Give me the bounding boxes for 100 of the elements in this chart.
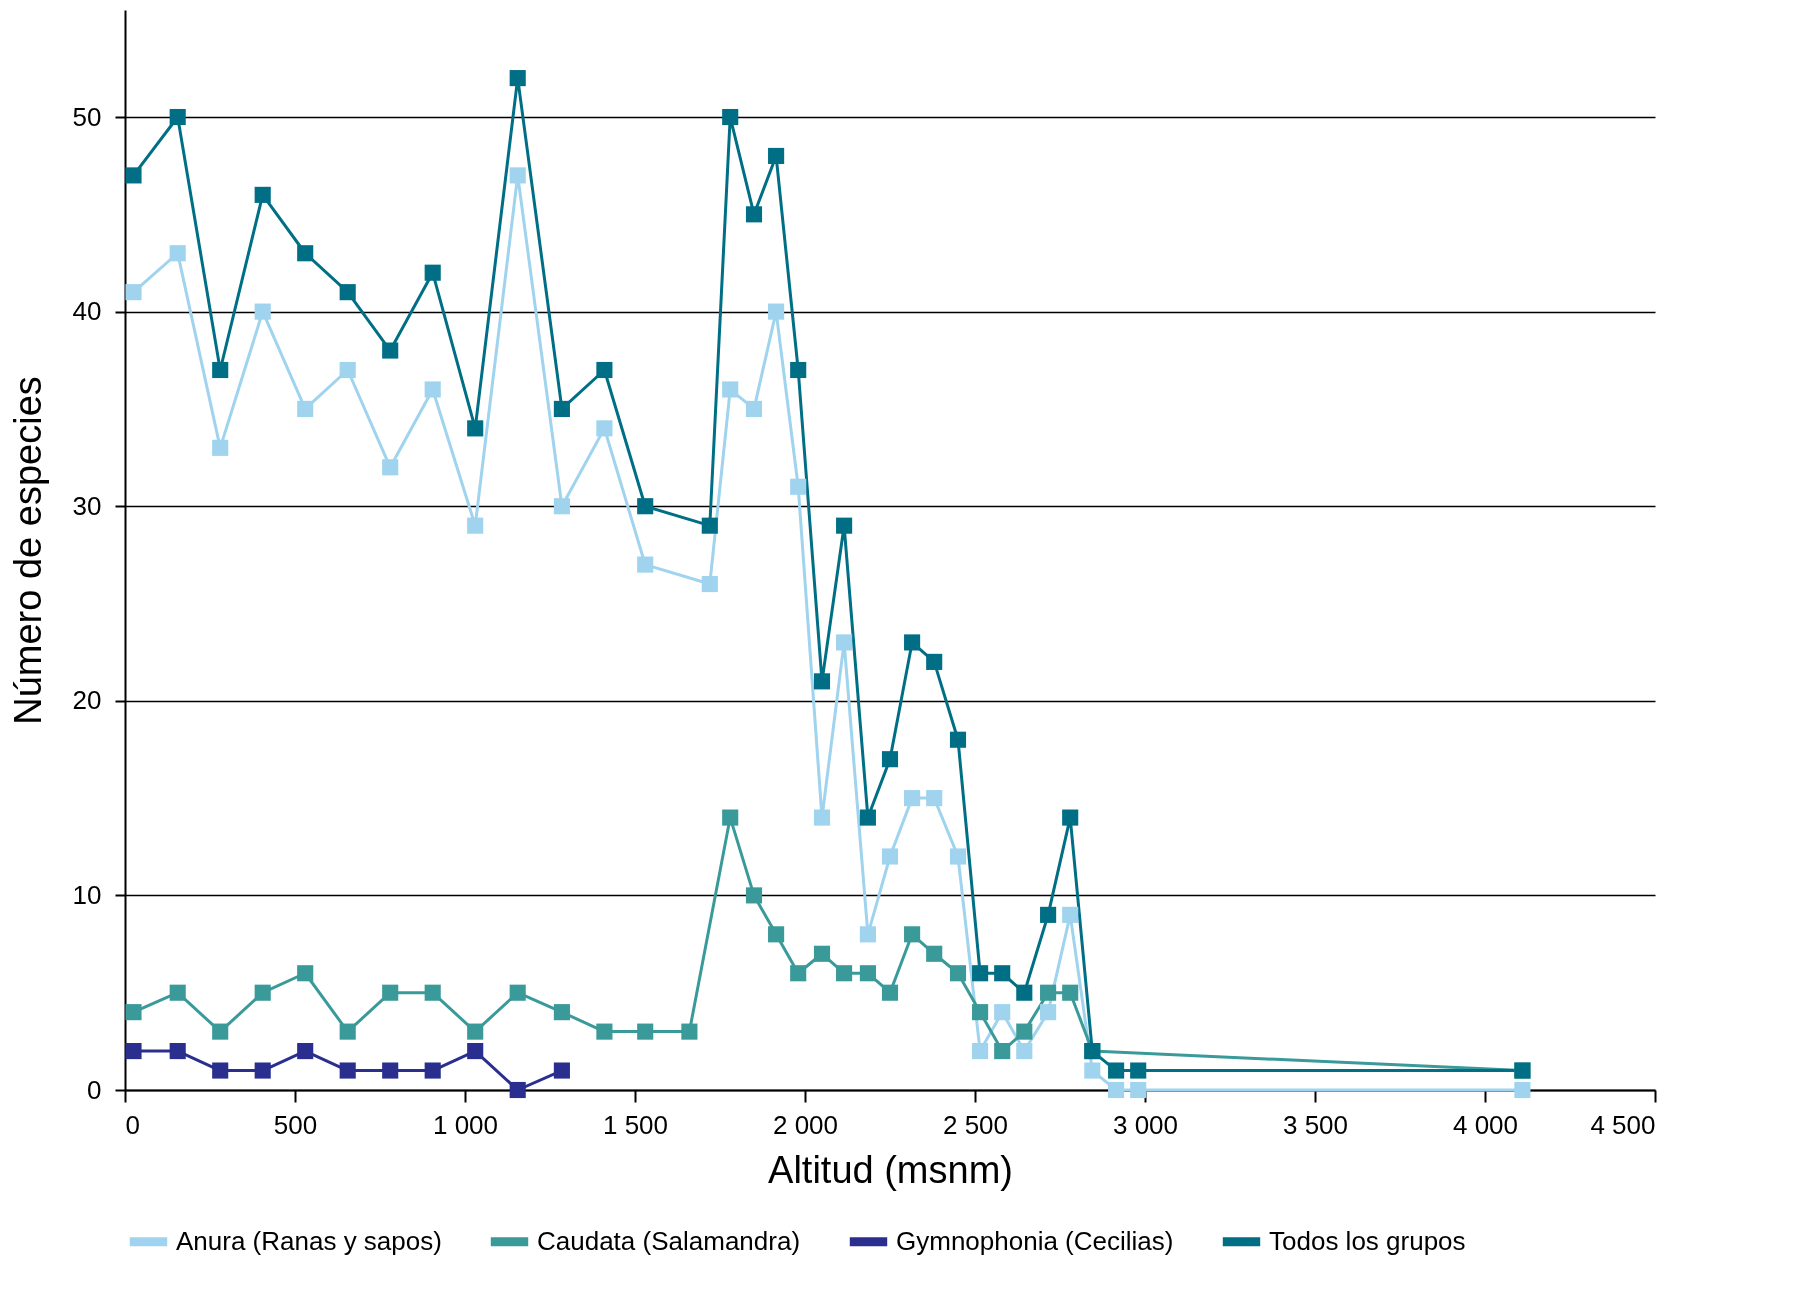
x-tick-label: 0 xyxy=(125,1109,140,1140)
point xyxy=(949,731,967,748)
point xyxy=(926,790,943,807)
point xyxy=(467,517,484,534)
point xyxy=(339,361,356,379)
point xyxy=(596,420,613,437)
point xyxy=(813,945,831,962)
point xyxy=(254,303,271,320)
point xyxy=(926,653,943,670)
point xyxy=(297,400,314,417)
point xyxy=(1040,906,1057,923)
legend-label: Anura (Ranas y sapos) xyxy=(176,1225,442,1256)
point xyxy=(509,984,526,1001)
point xyxy=(596,1023,613,1040)
x-tick-label: 2 000 xyxy=(772,1109,839,1140)
point xyxy=(169,245,186,262)
point xyxy=(745,400,763,417)
point xyxy=(1016,1043,1033,1060)
x-tick-label: 1 500 xyxy=(602,1109,669,1140)
x-tick-label: 4 500 xyxy=(1590,1109,1656,1140)
legend-label: Todos los grupos xyxy=(1269,1225,1466,1256)
y-tick-label: 40 xyxy=(72,296,102,327)
point xyxy=(681,1023,698,1040)
point xyxy=(1514,1081,1531,1099)
point xyxy=(790,965,807,982)
x-tick-label: 1 000 xyxy=(432,1109,499,1140)
point xyxy=(1062,984,1079,1001)
point xyxy=(836,517,853,534)
point xyxy=(382,984,399,1001)
point xyxy=(297,965,314,982)
point xyxy=(125,284,142,301)
point xyxy=(169,984,186,1001)
point xyxy=(254,1062,271,1079)
point xyxy=(1108,1081,1125,1099)
point xyxy=(701,575,718,593)
point xyxy=(859,926,876,943)
point xyxy=(972,1043,989,1060)
y-tick-label: 20 xyxy=(72,685,102,716)
point xyxy=(722,809,739,826)
point xyxy=(169,108,186,126)
y-tick-label: 30 xyxy=(72,490,102,521)
point xyxy=(722,381,739,398)
point xyxy=(596,361,613,379)
point xyxy=(254,984,271,1001)
point xyxy=(1130,1062,1147,1079)
point xyxy=(125,1043,142,1060)
x-tick-label: 2 500 xyxy=(942,1109,1009,1140)
point xyxy=(424,381,441,398)
point xyxy=(553,1062,570,1079)
point xyxy=(637,1023,654,1040)
point xyxy=(881,848,899,865)
point xyxy=(904,634,921,651)
point xyxy=(768,147,785,165)
point xyxy=(836,634,853,651)
point xyxy=(424,264,441,281)
point xyxy=(1040,1004,1057,1021)
point xyxy=(836,965,853,982)
point xyxy=(509,1081,526,1099)
point xyxy=(297,1043,314,1060)
point xyxy=(125,1004,142,1021)
point xyxy=(790,478,807,495)
x-tick-label: 500 xyxy=(273,1109,318,1140)
point xyxy=(212,361,229,379)
point xyxy=(722,108,739,126)
point xyxy=(382,342,399,359)
point xyxy=(768,303,785,320)
point xyxy=(297,245,314,262)
point xyxy=(1062,906,1079,923)
point xyxy=(553,1004,570,1021)
point xyxy=(813,673,831,690)
y-axis-title: Número de especies xyxy=(6,376,49,725)
point xyxy=(1062,809,1079,826)
point xyxy=(972,965,989,982)
point xyxy=(339,284,356,301)
point xyxy=(169,1043,186,1060)
legend-label: Caudata (Salamandra) xyxy=(537,1225,801,1256)
point xyxy=(424,1062,441,1079)
point xyxy=(212,1062,229,1079)
point xyxy=(254,186,271,203)
legend-label: Gymnophonia (Cecilias) xyxy=(896,1225,1174,1256)
point xyxy=(859,965,876,982)
point xyxy=(382,1062,399,1079)
point xyxy=(904,926,921,943)
point xyxy=(637,556,654,573)
point xyxy=(1040,984,1057,1001)
point xyxy=(972,1004,989,1021)
x-axis-title: Altitud (msnm) xyxy=(768,1148,1013,1191)
point xyxy=(881,751,899,768)
point xyxy=(813,809,831,826)
point xyxy=(339,1023,356,1040)
point xyxy=(424,984,441,1001)
point xyxy=(382,459,399,476)
point xyxy=(212,1023,229,1040)
point xyxy=(467,420,484,437)
y-tick-label: 50 xyxy=(72,101,102,132)
point xyxy=(994,1004,1011,1021)
point xyxy=(994,1043,1011,1060)
point xyxy=(1130,1081,1147,1099)
point xyxy=(949,848,967,865)
point xyxy=(768,926,785,943)
